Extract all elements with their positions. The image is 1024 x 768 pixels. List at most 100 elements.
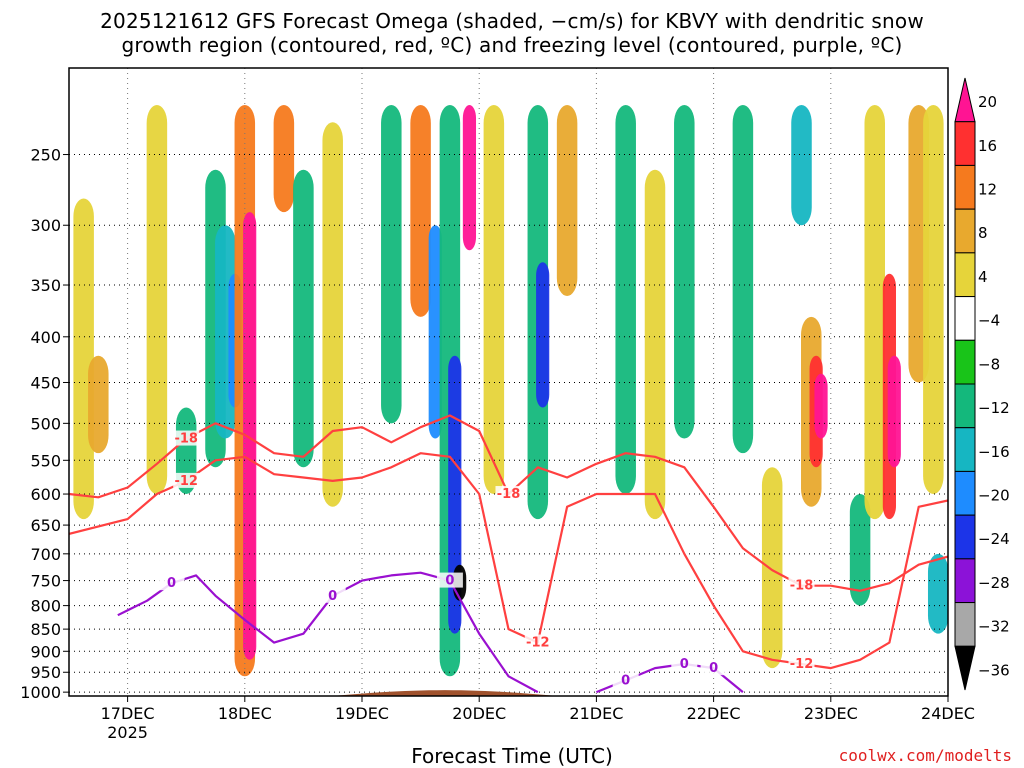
contour-label: 0 [167, 576, 176, 591]
x-tick-label: 17DEC [101, 704, 155, 723]
y-tick-label: 500 [30, 414, 61, 433]
omega-cell [88, 355, 109, 454]
contour-label-bg [173, 430, 200, 446]
omega-cell [428, 225, 442, 439]
y-tick-label: 800 [30, 597, 61, 616]
contours: -18 -18 -18 -12 -12 -12 0 0 0 0 0 0 [69, 414, 948, 694]
contour-label-bg [788, 577, 815, 593]
y-tick-label: 750 [30, 572, 61, 591]
omega-cell [791, 104, 812, 226]
contour-label: -12 [174, 474, 198, 489]
colorbar-tick-label: 20 [978, 93, 997, 111]
omega-cell [146, 104, 168, 495]
omega-cell [674, 104, 695, 439]
colorbar-tick-label: −16 [978, 443, 1010, 461]
omega-cell [462, 104, 477, 251]
omega-cell [73, 198, 94, 520]
x-tick-label: 20DEC [452, 704, 506, 723]
omega-cell [761, 467, 783, 669]
omega-cell [814, 373, 828, 439]
omega-cell [923, 104, 944, 495]
contour-label: -12 [790, 657, 814, 672]
omega-cell [175, 407, 197, 495]
colorbar-tick-label: 8 [978, 224, 988, 242]
omega-cell [243, 212, 257, 660]
contour-label-bg [524, 634, 551, 650]
colorbar-swatch [954, 339, 976, 385]
x-tick-label: 21DEC [569, 704, 623, 723]
colorbar-tick-label: 12 [978, 181, 997, 199]
x-axis-label: Forecast Time (UTC) [411, 744, 613, 768]
plot-area: -18 -18 -18 -12 -12 -12 0 0 0 0 0 0 250 300 350 400 450 5… [20, 67, 975, 742]
colorbar-swatch [954, 296, 976, 341]
colorbar-swatch [954, 208, 976, 254]
y-tick-label: 300 [30, 216, 61, 235]
colorbar-swatch [954, 164, 976, 210]
x-tick-label: 23DEC [804, 704, 858, 723]
omega-shading [73, 104, 948, 677]
colorbar-swatch [954, 470, 976, 516]
contour-label: 0 [328, 589, 337, 604]
contour-label: -18 [497, 487, 521, 502]
y-tick-label: 250 [30, 146, 61, 165]
contour-label-bg [671, 655, 698, 671]
x-tick-label: 19DEC [335, 704, 389, 723]
colorbar-tick-label: −8 [978, 355, 1000, 373]
y-tick-label: 650 [30, 516, 61, 535]
contour-label: 0 [445, 574, 454, 589]
contour-label: 0 [709, 661, 718, 676]
colorbar-tick-label: −36 [978, 661, 1010, 679]
omega-cell [556, 104, 578, 296]
omega-cell [864, 104, 886, 520]
x-tick-label: 24DEC [921, 704, 975, 723]
contour-label: 0 [680, 657, 689, 672]
omega-cell [615, 104, 636, 495]
y-tick-label: 850 [30, 620, 61, 639]
contour-label: 0 [621, 673, 630, 688]
contour-label-bg [319, 587, 346, 603]
contour-label: -18 [790, 579, 814, 594]
colorbar-swatch [954, 602, 976, 647]
omega-cell [381, 104, 402, 424]
terrain [69, 690, 948, 697]
chart-title-line2: growth region (contoured, red, ºC) and f… [121, 33, 903, 57]
y-tick-label: 600 [30, 485, 61, 504]
omega-cell [887, 355, 901, 468]
colorbar-swatch [954, 383, 976, 429]
contour-label-bg [612, 672, 639, 688]
colorbar-tick-label: −4 [978, 312, 1000, 330]
contour-label-bg [788, 655, 815, 671]
omega-cell [273, 104, 295, 213]
colorbar-swatch [954, 558, 976, 604]
omega-cell [483, 104, 505, 495]
chart-title-line1: 2025121612 GFS Forecast Omega (shaded, −… [100, 9, 924, 33]
y-tick-label: 1000 [20, 683, 61, 702]
y-tick-label: 550 [30, 451, 61, 470]
x-tick-label: 18DEC [218, 704, 272, 723]
colorbar-swatch [954, 427, 976, 472]
colorbar-swatch [954, 514, 976, 560]
colorbar-tick-label: −20 [978, 487, 1010, 505]
y-tick-label: 450 [30, 373, 61, 392]
contour-label-bg [158, 575, 185, 591]
contour-label-bg [700, 660, 727, 676]
x-year-label: 2025 [107, 723, 148, 742]
colorbar-swatch [954, 645, 976, 691]
omega-cell [448, 355, 462, 634]
colorbar: 20 16 12 8 4 −4 −8 −12 −16 −20 −24 −28 −32 −36 [954, 77, 1010, 691]
colorbar-tick-label: −28 [978, 574, 1010, 592]
colorbar-tick-label: −32 [978, 618, 1010, 636]
colorbar-tick-label: 4 [978, 268, 988, 286]
colorbar-swatch [954, 121, 976, 166]
omega-cell [849, 494, 871, 606]
x-tick-label: 22DEC [687, 704, 741, 723]
y-tick-label: 700 [30, 545, 61, 564]
colorbar-swatch [954, 77, 976, 123]
omega-cell [732, 104, 754, 454]
colorbar-tick-label: 16 [978, 137, 997, 155]
omega-cell [322, 122, 343, 507]
omega-cell [536, 262, 550, 408]
omega-cell [410, 104, 431, 317]
colorbar-tick-label: −12 [978, 399, 1010, 417]
